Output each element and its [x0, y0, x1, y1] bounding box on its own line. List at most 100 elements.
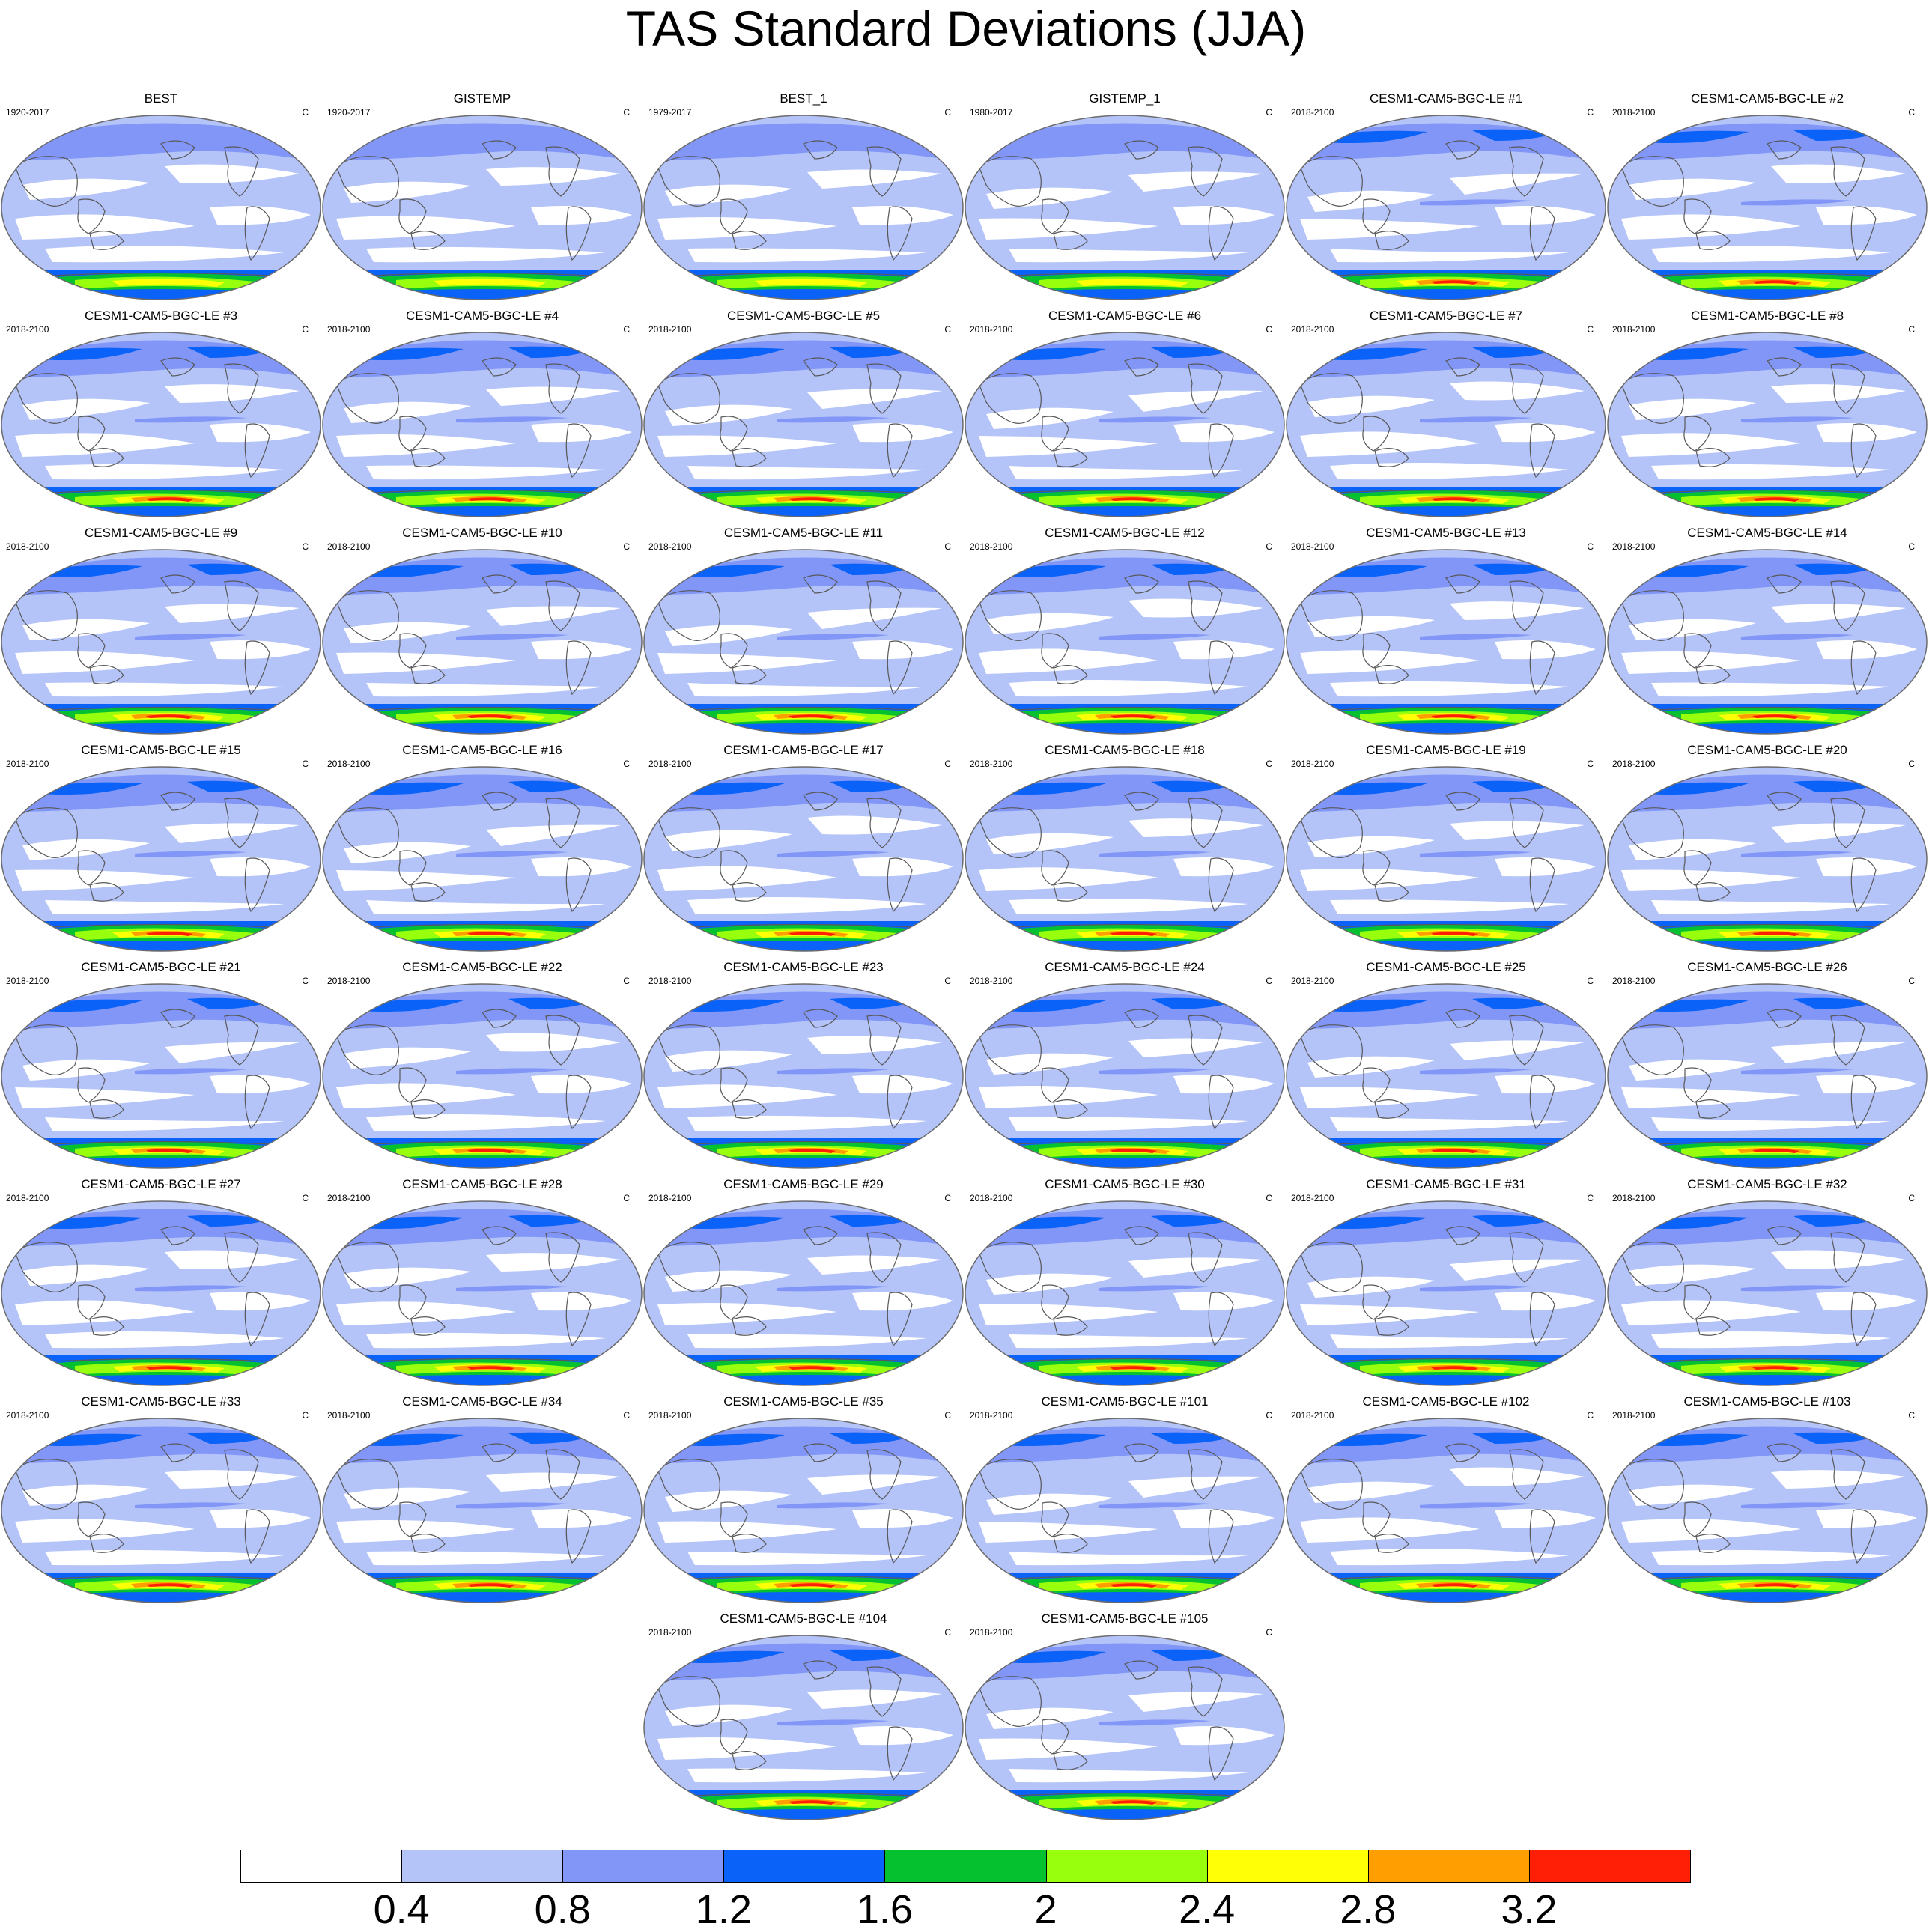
colorbar [240, 1850, 1691, 1884]
field-above-3.2 [789, 1583, 836, 1588]
field-0-0.4 [1128, 390, 1263, 412]
tas-stddev-map [643, 1635, 964, 1820]
tas-stddev-map [965, 1200, 1285, 1386]
field-above-3.2 [467, 1366, 514, 1370]
panel-title: CESM1-CAM5-BGC-LE #19 [1366, 743, 1526, 757]
field-0-0.4 [210, 857, 311, 877]
field-1.2-1.6 [1005, 565, 1106, 577]
field-0-0.4 [807, 815, 942, 835]
field-above-3.2 [146, 1583, 193, 1588]
field-1.2-1.6 [508, 1432, 591, 1444]
field-0-0.4 [852, 1074, 953, 1094]
field-0-0.4 [45, 1549, 285, 1566]
field-above-3.2 [1431, 1583, 1478, 1588]
panel-units: C [623, 541, 630, 552]
colorbar-box [240, 1850, 403, 1883]
field-0-0.4 [687, 683, 927, 697]
tas-stddev-map [1286, 549, 1606, 735]
field-0-0.4 [1816, 1291, 1917, 1311]
field-1.2-1.6 [1647, 999, 1749, 1012]
field-0-0.4 [165, 1250, 300, 1269]
map-panel: CESM1-CAM5-BGC-LE #26 2018-2100 C [1606, 960, 1928, 1170]
field-0.8-1.2 [1741, 634, 1853, 640]
field-1.2-1.6 [1647, 1433, 1749, 1446]
panel-title: CESM1-CAM5-BGC-LE #103 [1683, 1394, 1851, 1409]
field-0-0.4 [1009, 466, 1248, 480]
panel-units: C [1908, 759, 1915, 769]
field-0-0.4 [1450, 381, 1585, 401]
field-0-0.4 [486, 1253, 621, 1272]
field-1.2-1.6 [1647, 565, 1749, 577]
panel-title: CESM1-CAM5-BGC-LE #9 [84, 526, 238, 540]
field-1.2-1.6 [1151, 1215, 1233, 1227]
field-above-3.2 [1431, 1149, 1478, 1153]
tas-stddev-map [643, 1418, 964, 1603]
field-0-0.4 [336, 434, 516, 457]
field-0-0.4 [986, 1273, 1114, 1295]
field-0-0.4 [1300, 868, 1480, 891]
field-above-3.2 [1110, 497, 1157, 502]
field-0.8-1.2 [986, 123, 1263, 160]
field-above-3.2 [1752, 497, 1799, 502]
panel-years: 2018-2100 [327, 1193, 371, 1203]
colorbar-label: 0.8 [534, 1887, 591, 1932]
field-0-0.4 [15, 651, 195, 674]
field-0-0.4 [1173, 857, 1275, 877]
map-panel: CESM1-CAM5-BGC-LE #1 2018-2100 C [1285, 91, 1607, 301]
field-1.2-1.6 [1151, 1649, 1233, 1661]
field-0-0.4 [531, 1508, 632, 1528]
map-panel: CESM1-CAM5-BGC-LE #19 2018-2100 C [1285, 743, 1607, 953]
tas-stddev-map [322, 983, 643, 1169]
field-0-0.4 [657, 1521, 837, 1543]
field-1.2-1.6 [1005, 782, 1106, 795]
panel-title: CESM1-CAM5-BGC-LE #12 [1045, 526, 1205, 540]
map-panel: CESM1-CAM5-BGC-LE #31 2018-2100 C [1285, 1177, 1607, 1387]
field-0-0.4 [979, 867, 1158, 891]
panel-years: 1920-2017 [327, 107, 371, 118]
field-above-3.2 [1752, 280, 1799, 285]
field-0-0.4 [486, 824, 621, 846]
field-0-0.4 [1009, 249, 1248, 263]
panel-title: CESM1-CAM5-BGC-LE #20 [1687, 743, 1847, 757]
panel-years: 2018-2100 [6, 1193, 49, 1203]
field-0-0.4 [1128, 171, 1263, 192]
field-0-0.4 [1330, 681, 1570, 697]
field-0-0.4 [1307, 836, 1435, 857]
panel-title: CESM1-CAM5-BGC-LE #18 [1045, 743, 1205, 757]
field-2.4-2.8 [755, 278, 867, 287]
map-panel: CESM1-CAM5-BGC-LE #34 2018-2100 C [321, 1394, 643, 1604]
field-1.2-1.6 [830, 1432, 912, 1444]
field-0-0.4 [665, 1270, 792, 1292]
field-0.8-1.2 [135, 1068, 247, 1075]
field-0.8-1.2 [777, 1068, 890, 1075]
panel-units: C [302, 1193, 309, 1203]
map-outline [643, 1418, 964, 1603]
tas-stddev-map [322, 1418, 643, 1603]
map-panel: CESM1-CAM5-BGC-LE #11 2018-2100 C [643, 526, 965, 735]
tas-stddev-map [965, 766, 1285, 952]
panel-units: C [302, 1410, 309, 1421]
map-outline [643, 1200, 964, 1386]
field-2.4-2.8 [1076, 278, 1188, 287]
field-1.2-1.6 [1151, 563, 1233, 575]
panel-units: C [944, 1627, 951, 1638]
panel-years: 2018-2100 [6, 541, 49, 552]
field-0.8-1.2 [456, 1285, 568, 1292]
map-panel: CESM1-CAM5-BGC-LE #33 2018-2100 C [0, 1394, 322, 1604]
colorbar-box [1528, 1850, 1691, 1883]
field-1.2-1.6 [1472, 563, 1555, 575]
panel-title: GISTEMP_1 [1089, 91, 1161, 106]
map-panel: CESM1-CAM5-BGC-LE #18 2018-2100 C [964, 743, 1286, 953]
map-outline [1, 766, 321, 952]
field-0.8-1.2 [665, 123, 942, 160]
field-1.2-1.6 [1326, 999, 1427, 1012]
field-1.2-1.6 [1326, 782, 1427, 795]
field-0-0.4 [1629, 178, 1756, 200]
field-1.2-1.6 [1005, 1433, 1106, 1446]
field-0-0.4 [657, 216, 837, 240]
field-0-0.4 [1128, 1038, 1263, 1057]
map-outline [1607, 115, 1928, 300]
map-panel: BEST 1920-2017 C [0, 91, 322, 301]
field-0-0.4 [22, 398, 150, 420]
field-0-0.4 [15, 214, 195, 240]
